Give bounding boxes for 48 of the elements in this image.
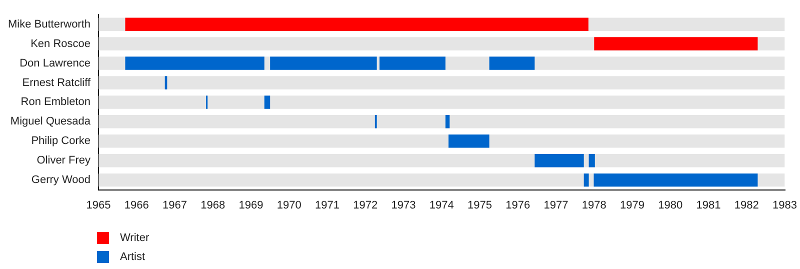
x-tick-label: 1975 [468,199,492,212]
y-tick-label: Philip Corke [31,135,91,148]
bar [98,154,785,168]
bar [584,173,589,187]
bar [445,115,450,128]
x-tick-label: 1971 [315,199,340,212]
x-tick-label: 1970 [276,199,302,212]
bar [98,134,785,148]
x-tick-label: 1982 [734,199,759,212]
bar [270,56,377,70]
bar [489,56,535,70]
x-tick-label: 1968 [200,199,226,212]
x-tick-label: 1981 [696,199,721,212]
bar [98,96,785,109]
y-tick-label: Miguel Quesada [10,116,92,128]
bar [98,76,785,90]
x-tick-label: 1978 [582,199,606,212]
y-tick-label: Mike Butterworth [8,18,91,30]
bar [448,134,490,148]
y-tick-label: Ernest Ratcliff [22,76,92,89]
y-tick-label: Oliver Frey [36,154,92,167]
x-tick-label: 1967 [162,199,188,212]
bar [380,56,446,70]
bar [264,96,270,109]
bar [594,173,758,187]
bar [98,115,785,128]
x-tick-label: 1979 [620,199,645,212]
bar [125,56,264,70]
x-tick-label: 1983 [772,199,798,212]
legend-label: Artist [120,250,146,262]
y-tick-label: Don Lawrence [20,57,91,70]
x-tick-label: 1977 [544,199,568,212]
x-tick-label: 1976 [506,199,530,212]
x-tick-label: 1980 [658,199,683,212]
x-tick-label: 1973 [391,199,416,212]
y-tick-label: Ron Embleton [20,96,91,108]
x-tick-label: 1969 [238,199,264,212]
bar [594,37,758,50]
y-tick-label: Ken Roscoe [30,38,91,50]
bar [125,18,588,31]
bar [588,154,595,168]
y-tick-label: Gerry Wood [31,174,91,186]
legend-label: Writer [120,232,150,244]
x-tick-label: 1972 [353,199,378,212]
x-tick-label: 1966 [124,199,149,212]
bar [534,154,584,168]
x-tick-label: 1974 [429,199,454,212]
x-tick-label: 1965 [86,199,111,212]
